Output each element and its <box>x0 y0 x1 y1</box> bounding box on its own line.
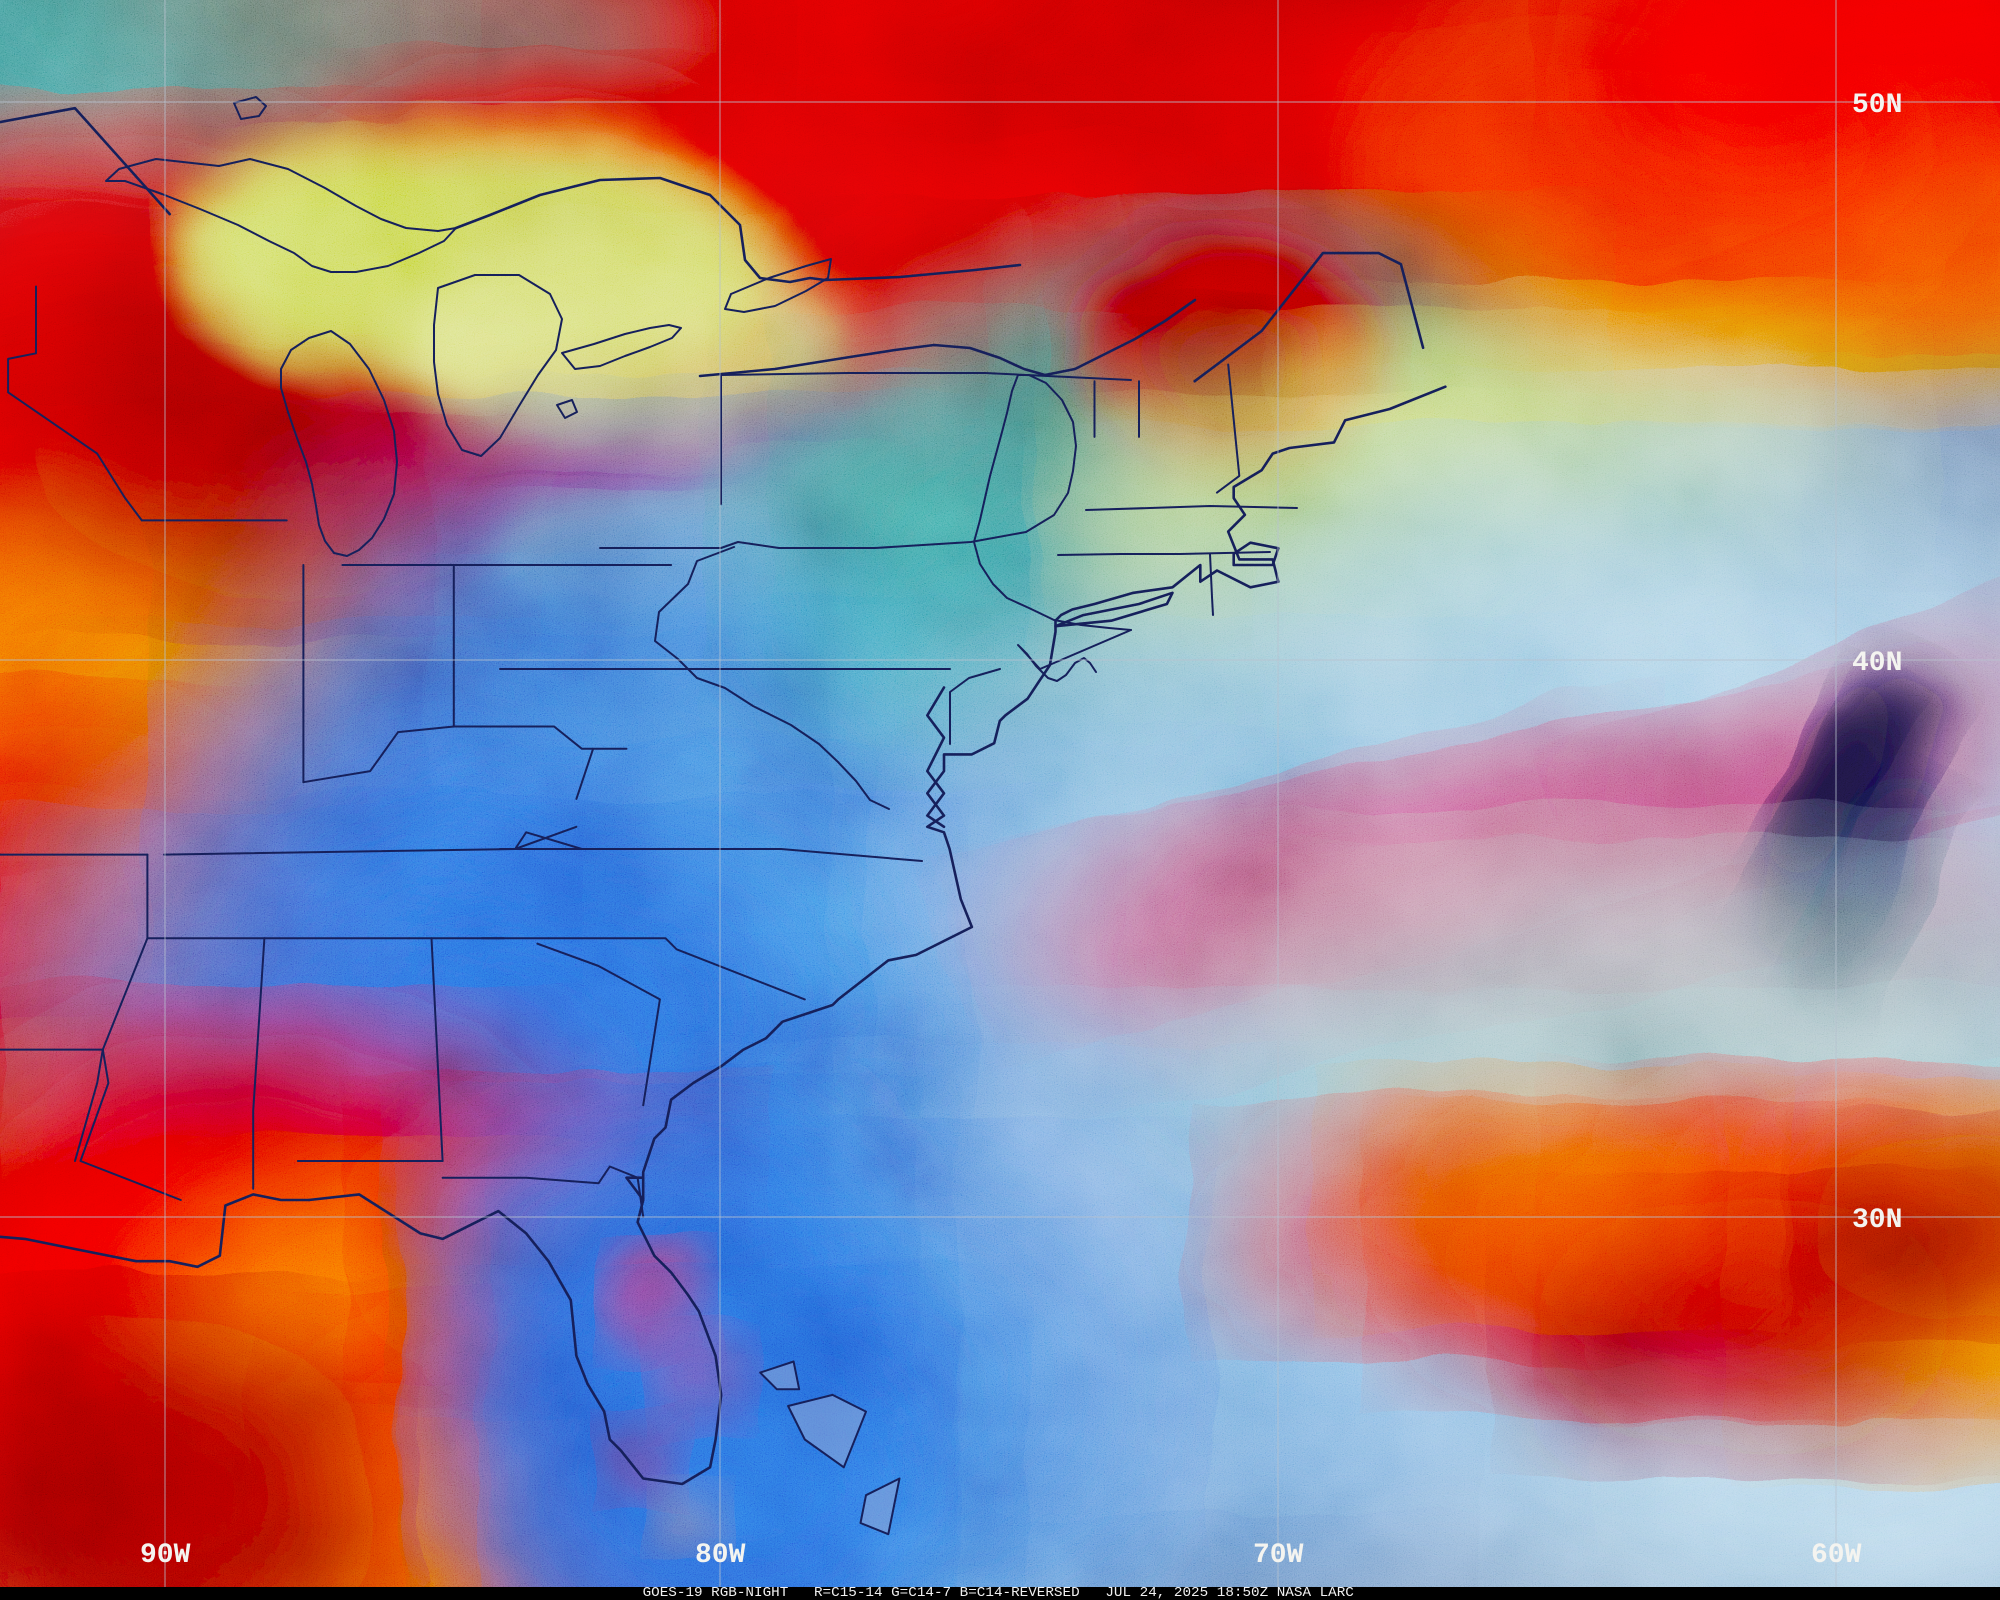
svg-text:40N: 40N <box>1852 648 1902 679</box>
svg-text:60W: 60W <box>1811 1540 1862 1571</box>
svg-text:90W: 90W <box>140 1540 191 1571</box>
svg-text:30N: 30N <box>1852 1205 1902 1236</box>
svg-text:50N: 50N <box>1852 90 1902 121</box>
svg-text:70W: 70W <box>1253 1540 1304 1571</box>
svg-text:80W: 80W <box>695 1540 746 1571</box>
